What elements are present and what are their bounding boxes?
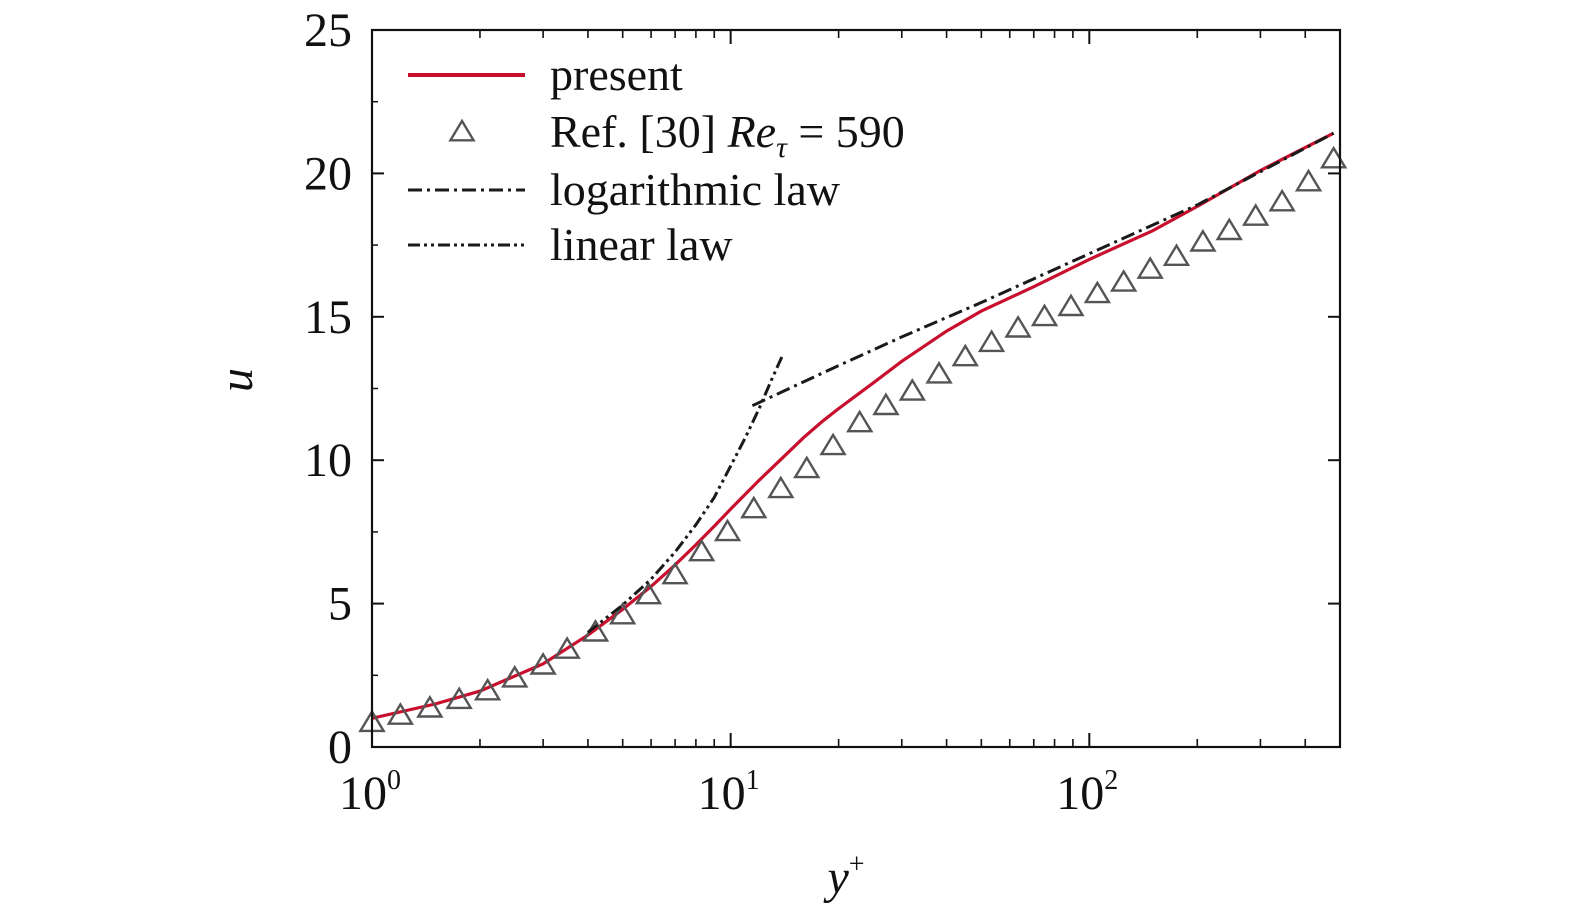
legend-label-text: linear law [550, 219, 733, 270]
series-ref-30-marker [416, 694, 444, 718]
series-ref-30-marker [1162, 243, 1191, 266]
series-ref-30-marker [898, 378, 927, 401]
series-ref-30-marker [529, 651, 557, 675]
legend-item: present [408, 49, 683, 100]
series-ref-30-marker [473, 677, 502, 701]
legend-label-subscript: τ [776, 131, 788, 164]
series-ref-30-marker [1294, 168, 1323, 192]
legend-label-text: Ref. [30] [550, 106, 728, 157]
legend-label: Ref. [30] Reτ = 590 [550, 106, 905, 164]
legend-label: present [550, 49, 683, 100]
series-ref-30-marker [977, 329, 1006, 353]
series-ref-30-marker [1057, 293, 1085, 317]
legend-swatch-marker [448, 118, 476, 142]
series-ref-30-marker [553, 636, 581, 659]
series-ref-30-marker [1189, 228, 1217, 252]
legend-label: linear law [550, 219, 733, 270]
series-ref-30-marker [1083, 280, 1112, 304]
series-ref-30-marker [819, 432, 847, 456]
series-ref-30-marker [872, 392, 900, 416]
x-tick-label: 100 [339, 765, 401, 820]
series-ref-30-marker [501, 664, 529, 688]
series-ref-30-marker [608, 601, 637, 625]
legend-item: Ref. [30] Reτ = 590 [448, 106, 905, 164]
y-tick-label: 25 [304, 4, 352, 57]
series-ref-30-marker [1215, 217, 1243, 241]
series-ref-30-marker [1030, 303, 1059, 327]
x-tick-exponent: 2 [1104, 765, 1118, 796]
y-tick-label: 15 [304, 291, 352, 344]
legend-item: logarithmic law [408, 164, 841, 215]
series-ref-30-marker [661, 561, 689, 585]
series-ref-30-marker [1136, 256, 1164, 279]
legend-item: linear law [408, 219, 733, 270]
series-ref-30-marker [1268, 188, 1296, 212]
series-ref-30-marker [740, 495, 768, 519]
series-ref-30-marker [713, 518, 742, 542]
series-ref-30-marker [925, 360, 953, 384]
series-ref-30-marker [687, 538, 716, 562]
series-ref-30-marker [793, 455, 821, 479]
legend-label-italic: Re [727, 106, 777, 157]
series-ref-30-marker [1109, 269, 1138, 292]
plot-area [372, 30, 1340, 747]
y-tick-label: 10 [304, 434, 352, 487]
y-axis-title: u [210, 368, 263, 392]
x-tick-label: 102 [1056, 765, 1118, 820]
y-tick-label: 0 [328, 721, 352, 774]
series-ref-30-marker [846, 409, 874, 433]
legend-label-rest: = 590 [787, 106, 905, 157]
y-tick-label: 5 [328, 578, 352, 631]
x-axis-title-superscript: + [849, 849, 865, 880]
legend-label: logarithmic law [550, 164, 841, 215]
x-tick-exponent: 1 [746, 765, 760, 796]
series-ref-30-marker [767, 475, 795, 499]
plot-background [372, 30, 1340, 747]
series-ref-30-marker [634, 581, 663, 605]
series-linear-law-line [586, 353, 785, 634]
y-tick-label: 20 [304, 147, 352, 200]
legend-label-text: logarithmic law [550, 164, 841, 215]
series-ref-30-marker [386, 702, 415, 725]
legend-label-text: present [550, 49, 683, 100]
x-axis-title: y+ [822, 849, 864, 904]
series-ref-30-marker [951, 343, 979, 367]
series-ref-30-marker [445, 686, 473, 710]
x-tick-exponent: 0 [387, 765, 401, 796]
series-layer [358, 131, 1348, 733]
series-ref-30-marker [1004, 314, 1032, 338]
series-ref-30-marker [1241, 203, 1270, 226]
series-logarithmic-law-line [751, 131, 1335, 408]
x-tick-label: 101 [698, 765, 760, 820]
